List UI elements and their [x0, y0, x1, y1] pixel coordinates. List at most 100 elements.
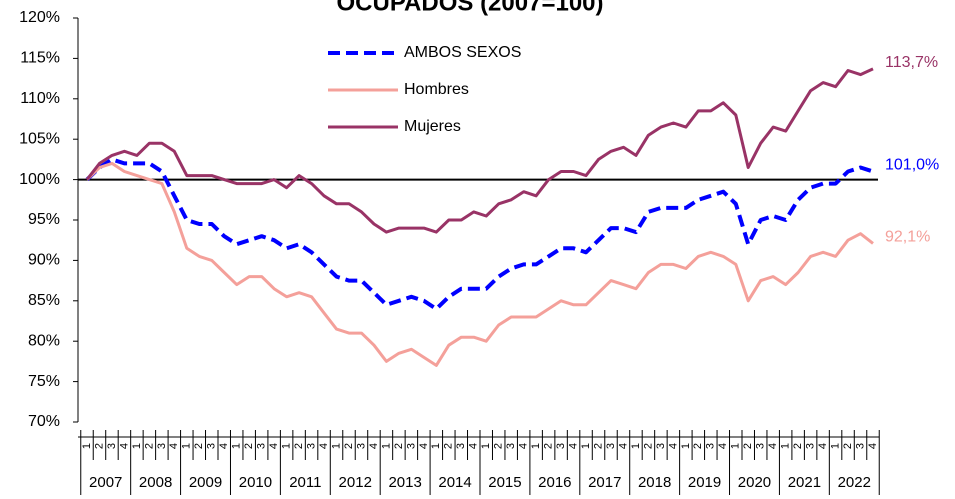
legend-label: Hombres [404, 81, 469, 98]
x-tick-label: 4 [817, 443, 829, 449]
year-label: 2017 [588, 474, 621, 491]
end-label: 101,0% [885, 157, 939, 174]
x-tick-label: 3 [705, 443, 717, 449]
x-tick-label: 1 [430, 443, 442, 449]
x-tick-label: 2 [393, 443, 405, 449]
x-tick-label: 3 [405, 443, 417, 449]
x-tick-label: 2 [343, 443, 355, 449]
x-tick-label: 3 [655, 443, 667, 449]
x-tick-label: 3 [755, 443, 767, 449]
x-tick-label: 4 [168, 443, 180, 449]
x-tick-label: 3 [305, 443, 317, 449]
y-tick-label: 115% [20, 50, 60, 67]
x-tick-label: 3 [455, 443, 467, 449]
x-tick-label: 4 [118, 443, 130, 449]
x-tick-label: 4 [468, 443, 480, 449]
x-tick-label: 4 [268, 443, 280, 449]
x-tick-label: 1 [829, 443, 841, 449]
x-tick-label: 2 [842, 443, 854, 449]
year-label: 2013 [388, 474, 421, 491]
x-tick-label: 1 [131, 443, 143, 449]
y-tick-label: 105% [19, 130, 60, 147]
x-tick-label: 3 [156, 443, 168, 449]
y-tick-label: 100% [19, 171, 60, 188]
x-tick-label: 1 [630, 443, 642, 449]
x-tick-label: 4 [567, 443, 579, 449]
x-tick-label: 3 [854, 443, 866, 449]
x-tick-label: 3 [605, 443, 617, 449]
series-line [85, 161, 874, 367]
x-tick-label: 4 [218, 443, 230, 449]
y-tick-label: 90% [28, 252, 60, 269]
legend-label: Mujeres [404, 118, 461, 135]
x-tick-label: 3 [206, 443, 218, 449]
x-tick-label: 2 [143, 443, 155, 449]
y-tick-label: 85% [28, 292, 60, 309]
legend-label: AMBOS SEXOS [404, 44, 521, 61]
year-label: 2020 [738, 474, 771, 491]
chart-title: OCUPADOS (2007=100) [337, 0, 604, 16]
year-label: 2007 [89, 474, 122, 491]
x-tick-label: 2 [692, 443, 704, 449]
x-tick-label: 1 [181, 443, 193, 449]
year-label: 2009 [189, 474, 222, 491]
end-label: 113,7% [885, 54, 938, 71]
x-tick-label: 3 [505, 443, 517, 449]
x-tick-label: 2 [443, 443, 455, 449]
y-tick-label: 120% [19, 9, 60, 26]
x-tick-label: 2 [93, 443, 105, 449]
x-tick-label: 2 [493, 443, 505, 449]
year-label: 2010 [239, 474, 272, 491]
x-tick-label: 2 [293, 443, 305, 449]
end-label: 92,1% [885, 229, 930, 246]
year-label: 2016 [538, 474, 571, 491]
x-tick-label: 1 [231, 443, 243, 449]
x-tick-label: 2 [742, 443, 754, 449]
x-tick-label: 1 [530, 443, 542, 449]
year-label: 2022 [838, 474, 871, 491]
x-tick-label: 3 [256, 443, 268, 449]
y-tick-label: 80% [28, 332, 60, 349]
x-tick-label: 4 [617, 443, 629, 449]
x-tick-label: 1 [780, 443, 792, 449]
year-label: 2019 [688, 474, 721, 491]
year-label: 2012 [339, 474, 372, 491]
year-label: 2008 [139, 474, 172, 491]
x-tick-label: 4 [717, 443, 729, 449]
y-tick-label: 70% [28, 413, 60, 430]
x-tick-label: 2 [543, 443, 555, 449]
year-label: 2011 [289, 474, 321, 491]
x-tick-label: 3 [355, 443, 367, 449]
y-tick-label: 95% [28, 211, 60, 228]
series-line [85, 67, 874, 234]
x-tick-label: 2 [592, 443, 604, 449]
y-tick-label: 110% [20, 90, 60, 107]
x-tick-label: 2 [642, 443, 654, 449]
x-tick-label: 1 [81, 443, 93, 449]
x-tick-label: 4 [418, 443, 430, 449]
x-tick-label: 4 [767, 443, 779, 449]
x-tick-label: 4 [318, 443, 330, 449]
x-tick-label: 2 [792, 443, 804, 449]
year-label: 2015 [488, 474, 521, 491]
x-tick-label: 2 [243, 443, 255, 449]
x-tick-label: 1 [281, 443, 293, 449]
x-tick-label: 4 [518, 443, 530, 449]
x-tick-label: 3 [805, 443, 817, 449]
x-tick-label: 1 [380, 443, 392, 449]
x-tick-label: 3 [555, 443, 567, 449]
x-tick-label: 3 [106, 443, 118, 449]
year-label: 2021 [788, 474, 821, 491]
x-tick-label: 4 [867, 443, 879, 449]
x-tick-label: 1 [680, 443, 692, 449]
x-tick-label: 4 [368, 443, 380, 449]
y-tick-label: 75% [28, 373, 60, 390]
year-label: 2018 [638, 474, 671, 491]
year-label: 2014 [438, 474, 471, 491]
x-tick-label: 1 [480, 443, 492, 449]
series-line [85, 157, 874, 311]
x-tick-label: 1 [730, 443, 742, 449]
x-tick-label: 4 [667, 443, 679, 449]
x-tick-label: 2 [193, 443, 205, 449]
